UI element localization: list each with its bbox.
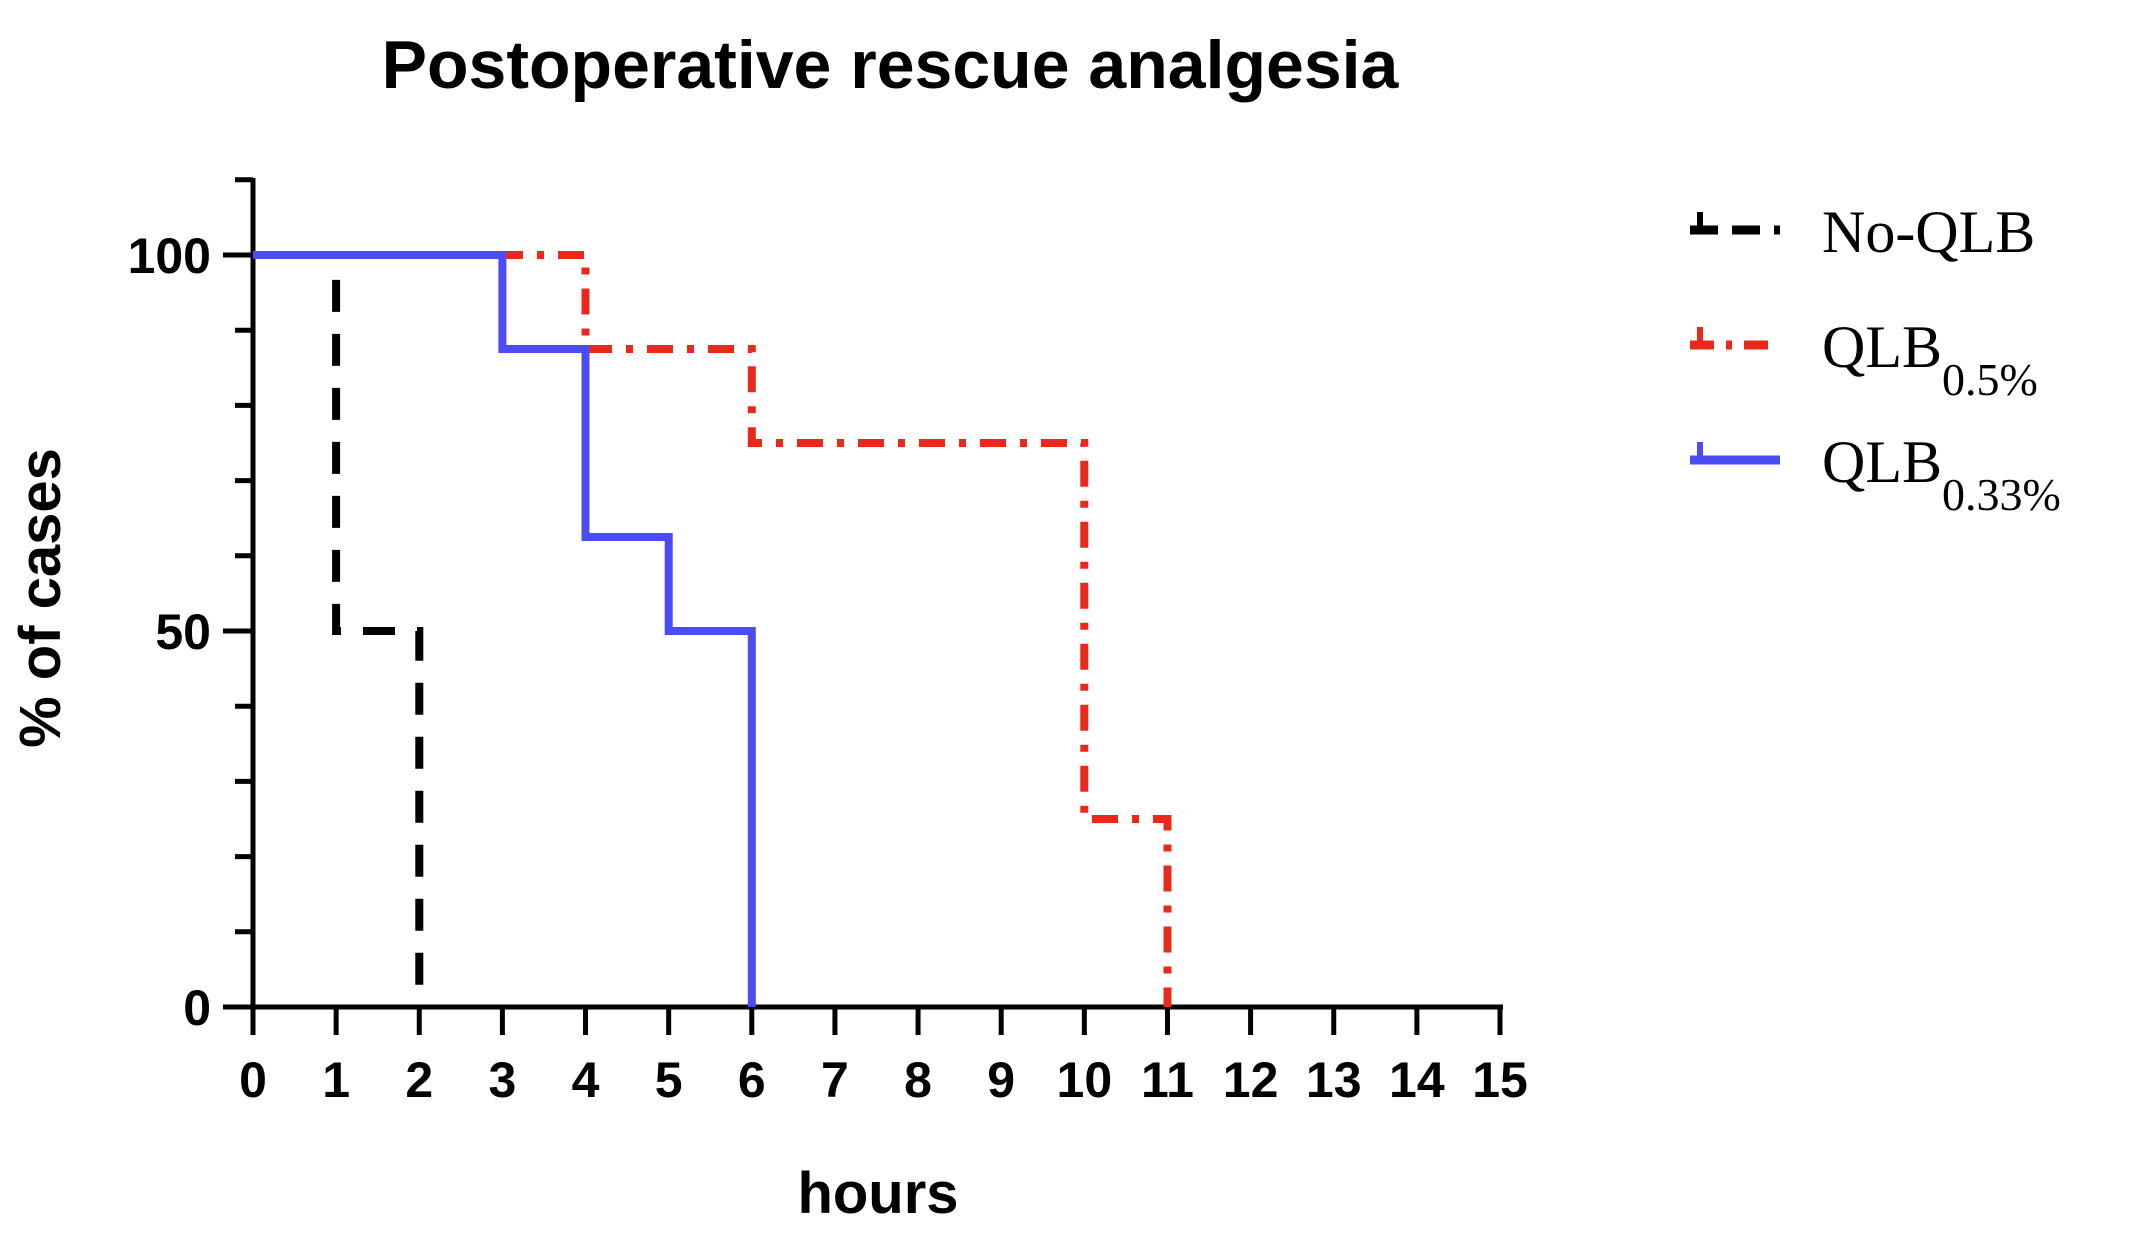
series-lines — [253, 251, 1172, 1007]
y-tick-label: 0 — [183, 980, 211, 1036]
y-tick-label: 100 — [128, 228, 211, 284]
legend-label-1: No-QLB — [1822, 199, 2035, 265]
series-line-3 — [253, 251, 756, 1007]
x-tick-label: 14 — [1389, 1052, 1445, 1108]
x-tick-label: 6 — [738, 1052, 766, 1108]
y-tick-label: 50 — [155, 604, 211, 660]
x-tick-label: 4 — [572, 1052, 600, 1108]
x-tick-label: 2 — [405, 1052, 433, 1108]
x-tick-label: 8 — [904, 1052, 932, 1108]
x-tick-label: 12 — [1223, 1052, 1279, 1108]
x-tick-label: 1 — [322, 1052, 350, 1108]
x-tick-label: 3 — [488, 1052, 516, 1108]
x-tick-label: 11 — [1141, 1052, 1194, 1108]
series-line-1 — [253, 251, 424, 1007]
x-tick-label: 13 — [1306, 1052, 1362, 1108]
x-tick-label: 9 — [987, 1052, 1015, 1108]
x-tick-label: 15 — [1472, 1052, 1528, 1108]
chart-title: Postoperative rescue analgesia — [382, 27, 1400, 103]
legend: No-QLB QLB0.5% QLB0.33% — [1690, 199, 2061, 520]
legend-label-3: QLB0.33% — [1822, 429, 2061, 520]
series-line-2 — [253, 251, 1172, 1007]
x-tick-label: 10 — [1057, 1052, 1113, 1108]
x-tick-label: 7 — [821, 1052, 849, 1108]
legend-label-2: QLB0.5% — [1822, 314, 2038, 405]
x-tick-label: 5 — [655, 1052, 683, 1108]
y-axis-label: % of cases — [8, 448, 73, 748]
x-tick-label: 0 — [239, 1052, 267, 1108]
x-axis-label: hours — [797, 1161, 958, 1226]
